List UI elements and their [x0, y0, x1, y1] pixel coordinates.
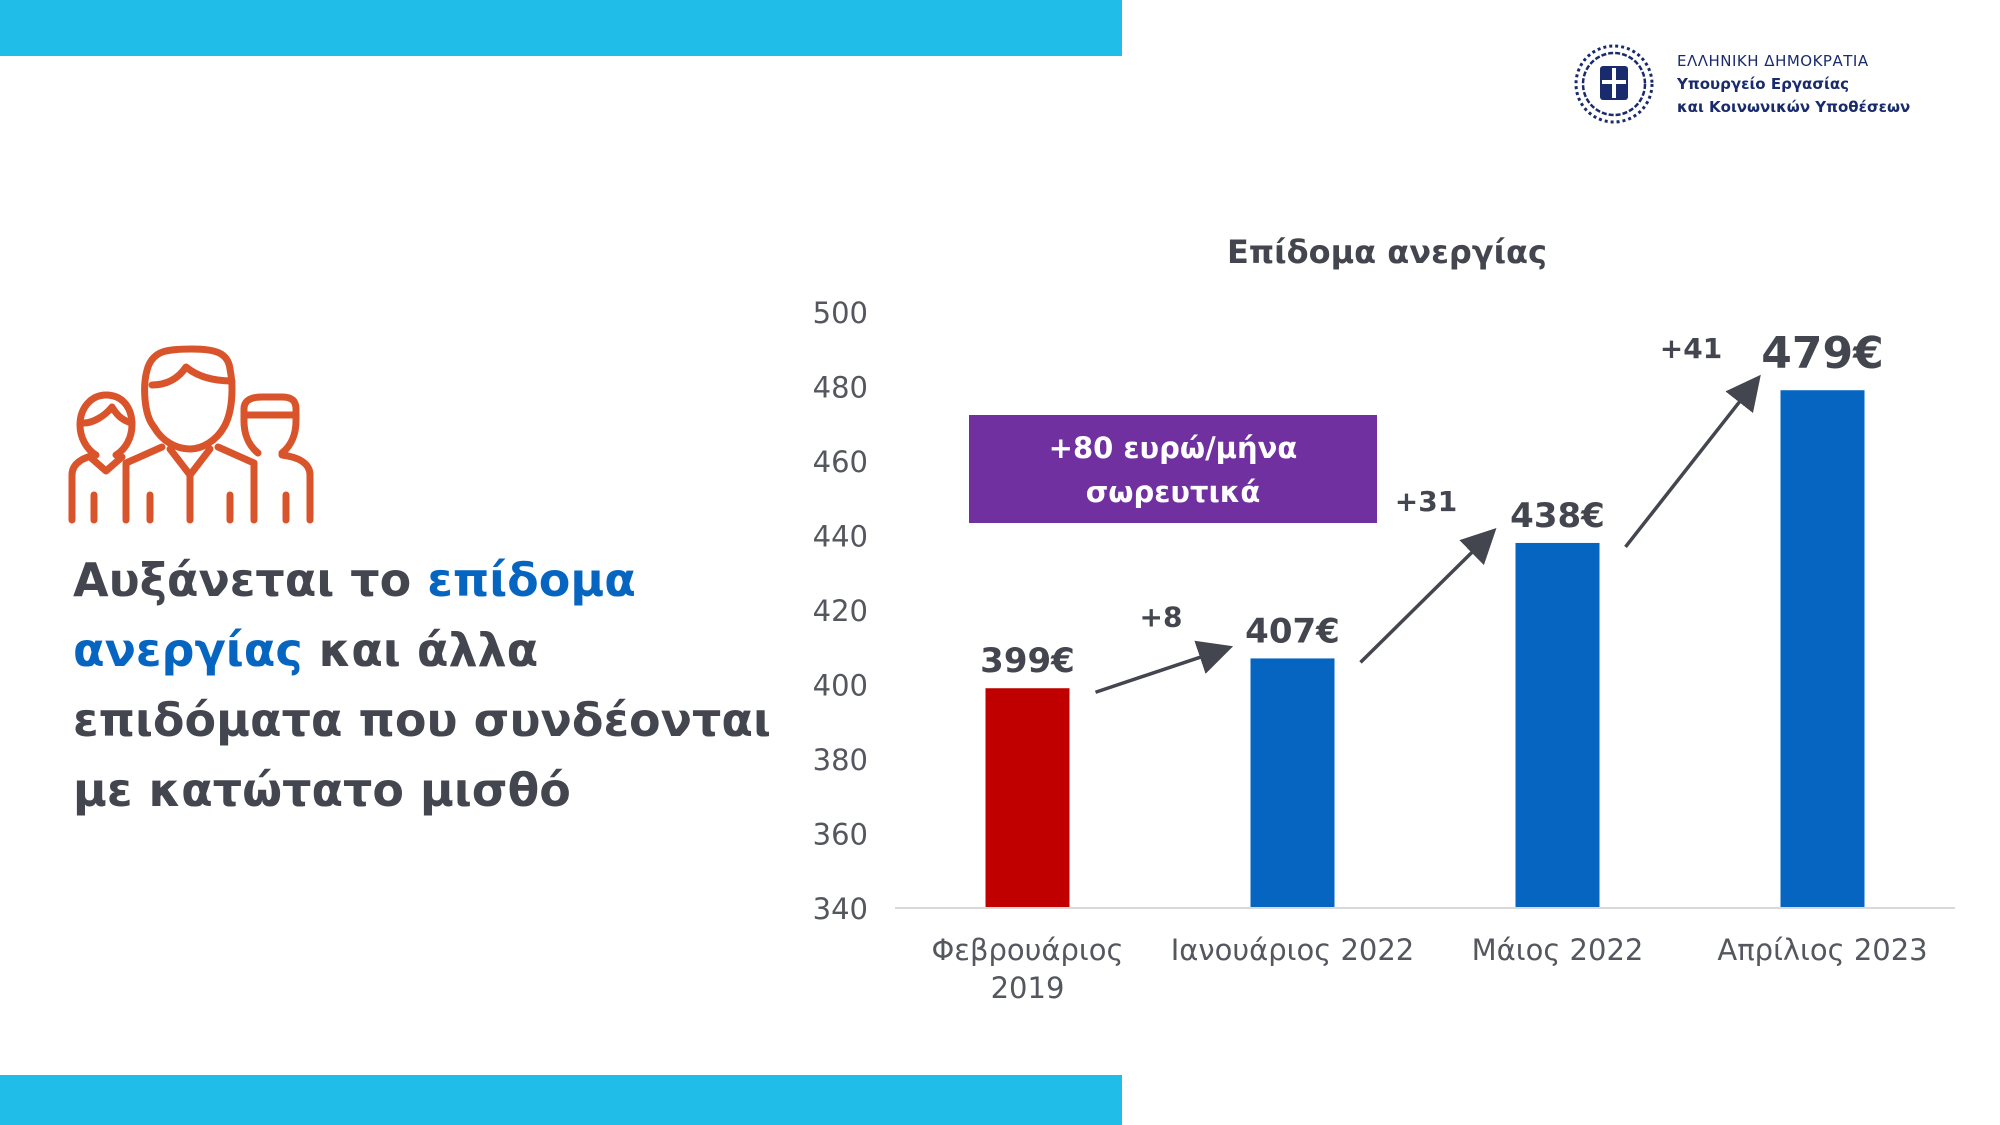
y-tick-label: 480 [813, 371, 868, 405]
callout-line1: +80 ευρώ/μήνα [1049, 431, 1298, 465]
greek-coat-of-arms-icon [1574, 44, 1654, 124]
people-group-icon [68, 345, 314, 524]
x-tick-label: Φεβρουάριος [931, 933, 1123, 967]
bar [1780, 390, 1865, 909]
y-tick-label: 460 [813, 445, 868, 479]
increment-label: +8 [1140, 600, 1183, 633]
y-tick-label: 420 [813, 594, 868, 628]
bars-group [985, 390, 1865, 909]
logo-republic-label: ΕΛΛΗΝΙΚΗ ΔΗΜΟΚΡΑΤΙΑ [1677, 52, 1869, 70]
headline-highlight: επίδομα ανεργίας [73, 553, 636, 677]
y-axis: 340 360 380 400 420 440 460 480 500 [813, 296, 868, 926]
y-tick-label: 340 [813, 892, 868, 926]
y-tick-label: 440 [813, 520, 868, 554]
headline-part2: και άλλα επιδόματα που συνδέονται με κατ… [73, 623, 771, 817]
increment-arrows-group: +8 +31 +41 [1094, 332, 1761, 694]
cumulative-callout: +80 ευρώ/μήνα σωρευτικά [969, 415, 1377, 523]
x-tick-label: Απρίλιος 2023 [1717, 933, 1927, 967]
headline-part1: Αυξάνεται το [73, 553, 428, 607]
increment-label: +41 [1660, 332, 1722, 365]
increment-label: +31 [1395, 485, 1457, 518]
x-axis: Φεβρουάριος 2019 Ιανουάριος 2022 Μάιος 2022… [895, 907, 1955, 1005]
x-tick-label: Μάιος 2022 [1472, 933, 1644, 967]
bottom-accent-band [0, 1075, 1122, 1125]
logo-ministry-line2: και Κοινωνικών Υποθέσεων [1677, 98, 1911, 116]
value-labels-group: 399€ 407€ 438€ 479€ [980, 328, 1884, 681]
headline: Αυξάνεται το επίδομα ανεργίας και άλλα ε… [73, 545, 793, 825]
callout-line2: σωρευτικά [1086, 475, 1261, 509]
callout-box [969, 415, 1377, 523]
ministry-logo: ΕΛΛΗΝΙΚΗ ΔΗΜΟΚΡΑΤΙΑ Υπουργείο Εργασίας κ… [1572, 40, 2000, 130]
top-accent-band [0, 0, 1122, 56]
bar-value-label: 407€ [1245, 611, 1340, 651]
y-tick-label: 400 [813, 669, 868, 703]
increment-arrow [1094, 640, 1234, 694]
y-tick-label: 380 [813, 743, 868, 777]
chart-title: Επίδομα ανεργίας [1227, 233, 1547, 271]
y-tick-label: 360 [813, 818, 868, 852]
x-tick-label: 2019 [991, 971, 1065, 1005]
bar-value-label: 438€ [1510, 496, 1605, 536]
bar-value-label: 399€ [980, 641, 1075, 681]
bar [1515, 542, 1600, 908]
bar-value-label: 479€ [1761, 328, 1883, 379]
increment-arrow [1359, 528, 1497, 664]
logo-ministry-line1: Υπουργείο Εργασίας [1677, 75, 1850, 93]
increment-arrow [1624, 374, 1761, 549]
bar [985, 688, 1070, 908]
y-tick-label: 500 [813, 296, 868, 330]
unemployment-benefit-chart: Επίδομα ανεργίας 340 360 380 400 420 440 460 48… [813, 233, 1955, 1005]
x-tick-label: Ιανουάριος 2022 [1171, 933, 1415, 967]
bar [1250, 658, 1335, 908]
